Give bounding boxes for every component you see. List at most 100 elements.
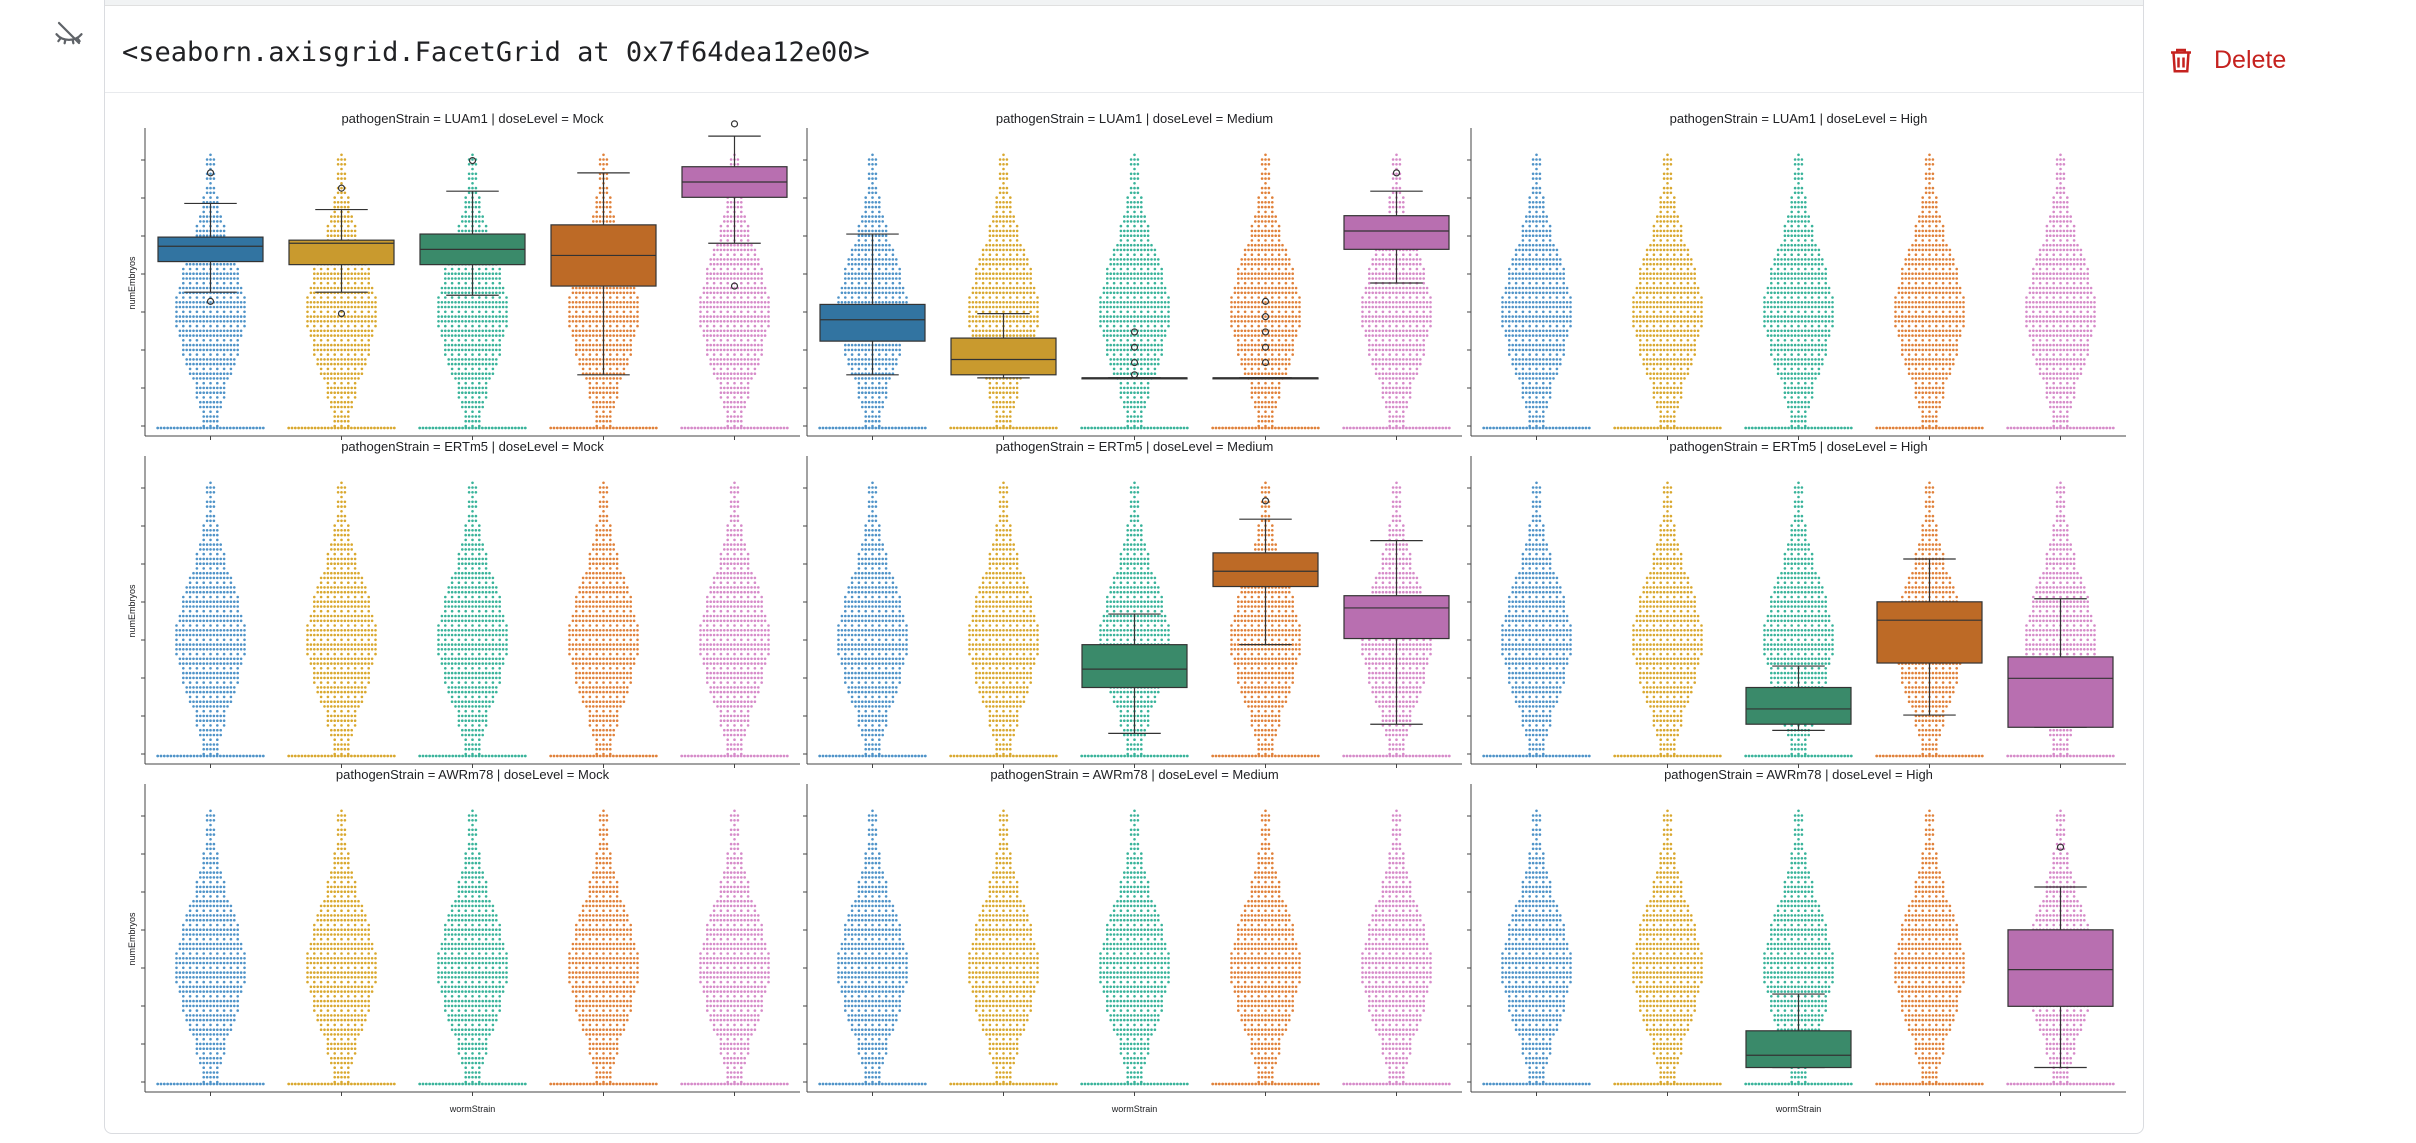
swarm-dot [344,230,347,233]
swarm-dot [723,258,726,261]
facet-grid-chart: pathogenStrain = LUAm1 | doseLevel = Moc… [105,0,2145,1135]
swarm-dot [733,320,736,323]
swarm-dot [340,391,343,394]
swarm-dot [699,301,702,304]
swarm-dot [864,287,867,290]
swarm-dot [1157,334,1160,337]
swarm-dot [726,301,729,304]
swarm-dot [498,325,501,328]
swarm-dot [1025,427,1028,430]
swarm-dot [1147,387,1150,390]
swarm-dot [1157,292,1160,295]
swarm-dot [475,391,478,394]
copy-icon[interactable] [2186,0,2246,6]
swarm-dot [895,263,898,266]
swarm-dot [367,292,370,295]
swarm-dot [492,306,495,309]
swarm-dot [182,282,185,285]
swarm-dot [1167,320,1170,323]
swarm-dot [864,263,867,266]
swarm-dot [1120,244,1123,247]
swarm-dot [185,277,188,280]
swarm-dot [393,427,396,430]
swarm-dot [1285,358,1288,361]
swarm-dot [196,315,199,318]
swarm-dot [599,215,602,218]
swarm-dot [757,258,760,261]
swarm-dot [444,315,447,318]
swarm-dot [1240,334,1243,337]
swarm-dot [992,272,995,275]
swarm-dot [1150,315,1153,318]
swarm-dot [364,358,367,361]
swarm-dot [468,427,471,430]
swarm-dot [1251,368,1254,371]
swarm-dot [1137,163,1140,166]
swarm-dot [764,330,767,333]
swarm-dot [488,344,491,347]
swarm-dot [1006,215,1009,218]
swarm-dot [1176,427,1179,430]
swarm-dot [337,287,340,290]
swarm-dot [357,349,360,352]
swarm-dot [1019,277,1022,280]
swarm-dot [743,306,746,309]
swarm-dot [609,311,612,314]
swarm-dot [230,268,233,271]
swarm-dot [451,353,454,356]
swarm-dot [347,311,350,314]
swarm-dot [209,353,212,356]
swarm-dot [1012,320,1015,323]
swarm-dot [422,427,425,430]
swarm-dot [595,344,598,347]
swarm-dot [767,325,770,328]
swarm-dot [881,263,884,266]
swarm-dot [907,427,910,430]
delete-button[interactable]: Delete [2166,40,2286,80]
swarm-dot [330,306,333,309]
swarm-dot [1244,325,1247,328]
swarm-dot [1126,401,1129,404]
swarm-dot [1157,344,1160,347]
swarm-dot [619,349,622,352]
swarm-dot [458,372,461,375]
swarm-dot [730,330,733,333]
swarm-dot [1126,196,1129,199]
swarm-dot [868,401,871,404]
swarm-dot [437,301,440,304]
swarm-dot [720,292,723,295]
swarm-dot [344,349,347,352]
swarm-dot [327,320,330,323]
swarm-dot [885,358,888,361]
swarm-dot [968,311,971,314]
swarm-dot [226,334,229,337]
swarm-dot [595,353,598,356]
swarm-dot [858,396,861,399]
swarm-dot [202,396,205,399]
swarm-dot [1147,325,1150,328]
swarm-dot [444,339,447,342]
swarm-dot [978,306,981,309]
swarm-dot [242,427,245,430]
swarm-dot [619,344,622,347]
swarm-dot [488,427,491,430]
swarm-dot [481,391,484,394]
swarm-dot [179,315,182,318]
swarm-dot [464,334,467,337]
swarm-dot [730,220,733,223]
swarm-dot [216,330,219,333]
swarm-dot [1137,258,1140,261]
swarm-dot [236,353,239,356]
swarm-dot [514,427,517,430]
swarm-dot [1160,344,1163,347]
swarm-dot [726,382,729,385]
swarm-dot [189,263,192,266]
swarm-dot [767,296,770,299]
swarm-dot [1009,410,1012,413]
swarm-dot [327,230,330,233]
swarm-dot [192,349,195,352]
swarm-dot [1023,263,1026,266]
swarm-dot [864,396,867,399]
eye-off-icon[interactable] [54,18,84,48]
swarm-dot [713,358,716,361]
